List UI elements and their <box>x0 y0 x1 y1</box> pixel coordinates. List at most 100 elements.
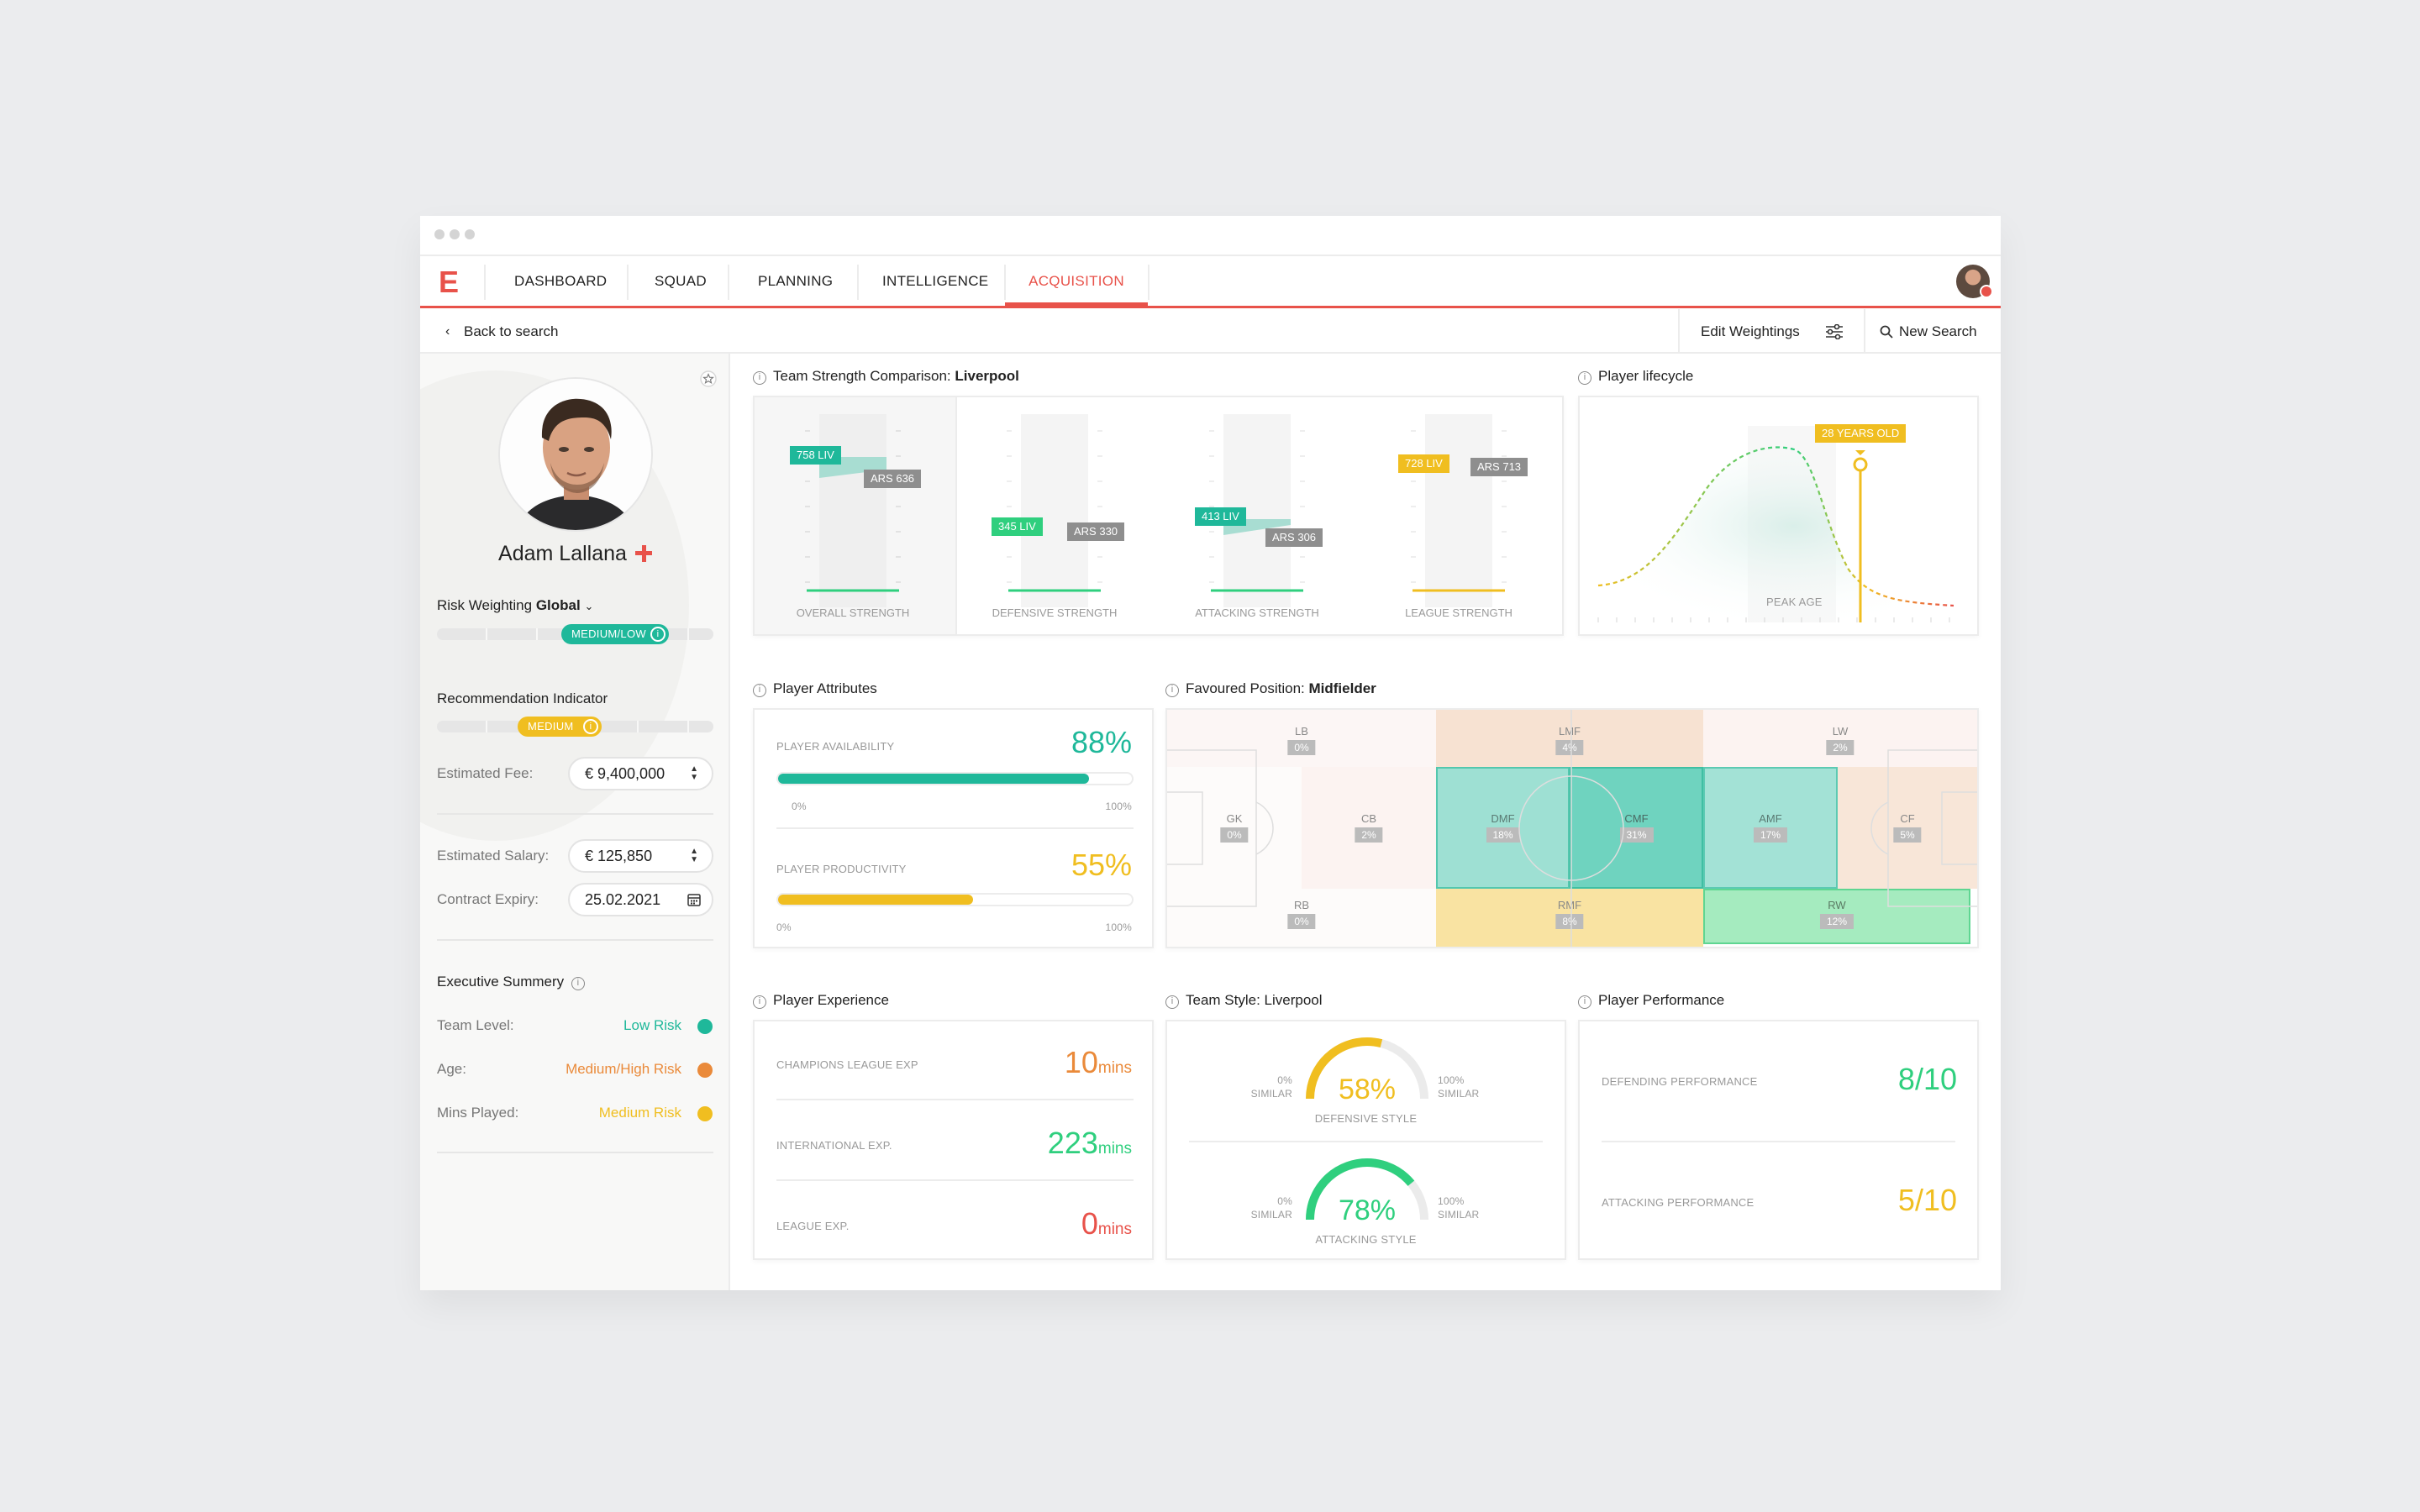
recommendation-indicator-label: Recommendation Indicator <box>437 690 608 706</box>
performance-card: DEFENDING PERFORMANCE 8/10 ATTACKING PER… <box>1578 1020 1979 1260</box>
main-nav: E DASHBOARD SQUAD PLANNING INTELLIGENCE … <box>420 256 2001 308</box>
zone-lw[interactable]: LW 2% <box>1703 710 1977 767</box>
gauge-max-label: 100% SIMILAR <box>1438 1195 1480 1221</box>
contract-expiry-field[interactable]: 25.02.2021 <box>568 883 713 916</box>
zone-rb[interactable]: RB 0% <box>1167 889 1436 947</box>
gauge-min-label: 0% SIMILAR <box>1250 1195 1292 1221</box>
window-dot-icon[interactable] <box>465 229 475 239</box>
stepper-icon[interactable]: ▲ ▼ <box>690 847 698 864</box>
search-icon[interactable] <box>1880 325 1893 339</box>
attacking-style-label: ATTACKING STYLE <box>1315 1233 1417 1246</box>
info-icon[interactable]: i <box>650 627 666 642</box>
zone-rmf[interactable]: RMF 8% <box>1436 889 1703 947</box>
performance-label: ATTACKING PERFORMANCE <box>1602 1196 1754 1209</box>
zone-rw[interactable]: RW 12% <box>1703 889 1970 944</box>
player-name: Adam Lallana <box>498 542 627 565</box>
status-dot <box>697 1063 713 1078</box>
info-icon[interactable]: i <box>571 977 585 990</box>
info-icon[interactable]: i <box>1165 684 1179 697</box>
tab-planning[interactable]: PLANNING <box>758 273 834 289</box>
strength-group-overall <box>805 414 901 607</box>
risk-weighting-dropdown[interactable]: Global <box>535 597 581 613</box>
zone-dmf[interactable]: DMF 18% <box>1436 767 1570 889</box>
experience-label: CHAMPIONS LEAGUE EXP <box>776 1058 918 1071</box>
info-icon[interactable]: i <box>753 684 766 697</box>
experience-title: i Player Experience <box>753 992 889 1009</box>
divider <box>437 813 713 815</box>
recommendation-pill[interactable]: MEDIUM i <box>518 717 602 737</box>
summary-value: Medium/High Risk <box>566 1061 681 1077</box>
app-window: E DASHBOARD SQUAD PLANNING INTELLIGENCE … <box>420 216 2001 1290</box>
stepper-icon[interactable]: ▲ ▼ <box>690 764 698 782</box>
zone-lb[interactable]: LB 0% <box>1167 710 1436 767</box>
ars-value-tag: ARS 713 <box>1470 458 1528 476</box>
experience-value: 10mins <box>1064 1045 1132 1079</box>
info-icon[interactable]: i <box>753 371 766 385</box>
bar-max-label: 100% <box>1105 801 1132 812</box>
zone-cmf[interactable]: CMF 31% <box>1570 767 1703 889</box>
lifecycle-chart <box>1597 426 1954 622</box>
tab-intelligence[interactable]: INTELLIGENCE <box>882 273 989 289</box>
divider <box>1602 1141 1955 1142</box>
ars-value-tag: ARS 330 <box>1067 522 1125 541</box>
divider <box>437 939 713 941</box>
zone-lmf[interactable]: LMF 4% <box>1436 710 1703 767</box>
lifecycle-card: 28 YEARS OLD PEAK AGE <box>1578 396 1979 636</box>
zone-cb[interactable]: CB 2% <box>1302 767 1436 889</box>
estimated-salary-field[interactable]: € 125,850 ▲ ▼ <box>568 839 713 873</box>
sub-toolbar: ‹ Back to search Edit Weightings New Sea… <box>420 309 2001 354</box>
position-title: i Favoured Position: Midfielder <box>1165 680 1376 697</box>
ars-value-tag: ARS 306 <box>1265 528 1323 547</box>
tab-squad[interactable]: SQUAD <box>655 273 707 289</box>
availability-label: PLAYER AVAILABILITY <box>776 740 895 753</box>
liv-value-tag: 728 LIV <box>1398 454 1449 473</box>
new-search-button[interactable]: New Search <box>1899 323 1977 339</box>
summary-label: Age: <box>437 1061 466 1077</box>
sliders-icon[interactable] <box>1825 324 1844 339</box>
back-to-search-link[interactable]: Back to search <box>464 323 559 339</box>
summary-label: Team Level: <box>437 1017 514 1033</box>
edit-weightings-button[interactable]: Edit Weightings <box>1701 323 1800 339</box>
tab-dashboard[interactable]: DASHBOARD <box>514 273 608 289</box>
calendar-icon[interactable] <box>687 892 702 907</box>
contract-expiry-label: Contract Expiry: <box>437 891 539 907</box>
info-icon[interactable]: i <box>753 995 766 1009</box>
strength-group-defensive <box>1007 414 1102 607</box>
player-name-row: Adam Lallana <box>420 542 729 566</box>
position-card: LB 0% LMF 4% LW 2% GK 0% CB 2% DMF 18% CMF 31% … <box>1165 708 1979 948</box>
zone-gk[interactable]: GK 0% <box>1167 767 1302 889</box>
chevron-left-icon[interactable]: ‹ <box>445 324 450 339</box>
experience-value: 0mins <box>1081 1206 1132 1241</box>
nav-divider <box>857 265 859 300</box>
app-logo[interactable]: E <box>439 265 460 299</box>
star-icon[interactable] <box>700 370 717 387</box>
info-icon[interactable]: i <box>1578 995 1591 1009</box>
group-label: OVERALL STRENGTH <box>796 606 910 619</box>
info-icon[interactable]: i <box>1165 995 1179 1009</box>
team-strength-card: 758 LIV ARS 636 345 LIV ARS 330 413 LIV … <box>753 396 1564 636</box>
summary-label: Mins Played: <box>437 1105 519 1121</box>
estimated-fee-label: Estimated Fee: <box>437 765 534 781</box>
risk-weighting-pill[interactable]: MEDIUM/LOW i <box>561 624 669 644</box>
experience-label: INTERNATIONAL EXP. <box>776 1139 892 1152</box>
zone-cf[interactable]: CF 5% <box>1838 767 1977 889</box>
team-strength-chart <box>805 414 1507 607</box>
productivity-bar <box>776 893 1134 906</box>
window-dot-icon[interactable] <box>450 229 460 239</box>
experience-card: CHAMPIONS LEAGUE EXP 10mins INTERNATIONA… <box>753 1020 1154 1260</box>
info-icon[interactable]: i <box>1578 371 1591 385</box>
info-icon[interactable]: i <box>583 719 598 734</box>
divider <box>776 827 1134 829</box>
chevron-down-icon[interactable]: ⌄ <box>584 600 594 612</box>
defensive-style-value: 58% <box>1338 1074 1397 1105</box>
estimated-fee-field[interactable]: € 9,400,000 ▲ ▼ <box>568 757 713 790</box>
summary-value: Medium Risk <box>598 1105 681 1121</box>
tab-acquisition[interactable]: ACQUISITION <box>1005 256 1148 306</box>
player-portrait <box>500 379 651 530</box>
zone-amf[interactable]: AMF 17% <box>1703 767 1838 889</box>
productivity-bar-fill <box>778 895 973 905</box>
player-sidebar: Adam Lallana Risk Weighting Global ⌄ MED… <box>420 354 730 1290</box>
productivity-label: PLAYER PRODUCTIVITY <box>776 863 907 875</box>
lifecycle-curve <box>1597 446 1954 607</box>
window-dot-icon[interactable] <box>434 229 445 239</box>
